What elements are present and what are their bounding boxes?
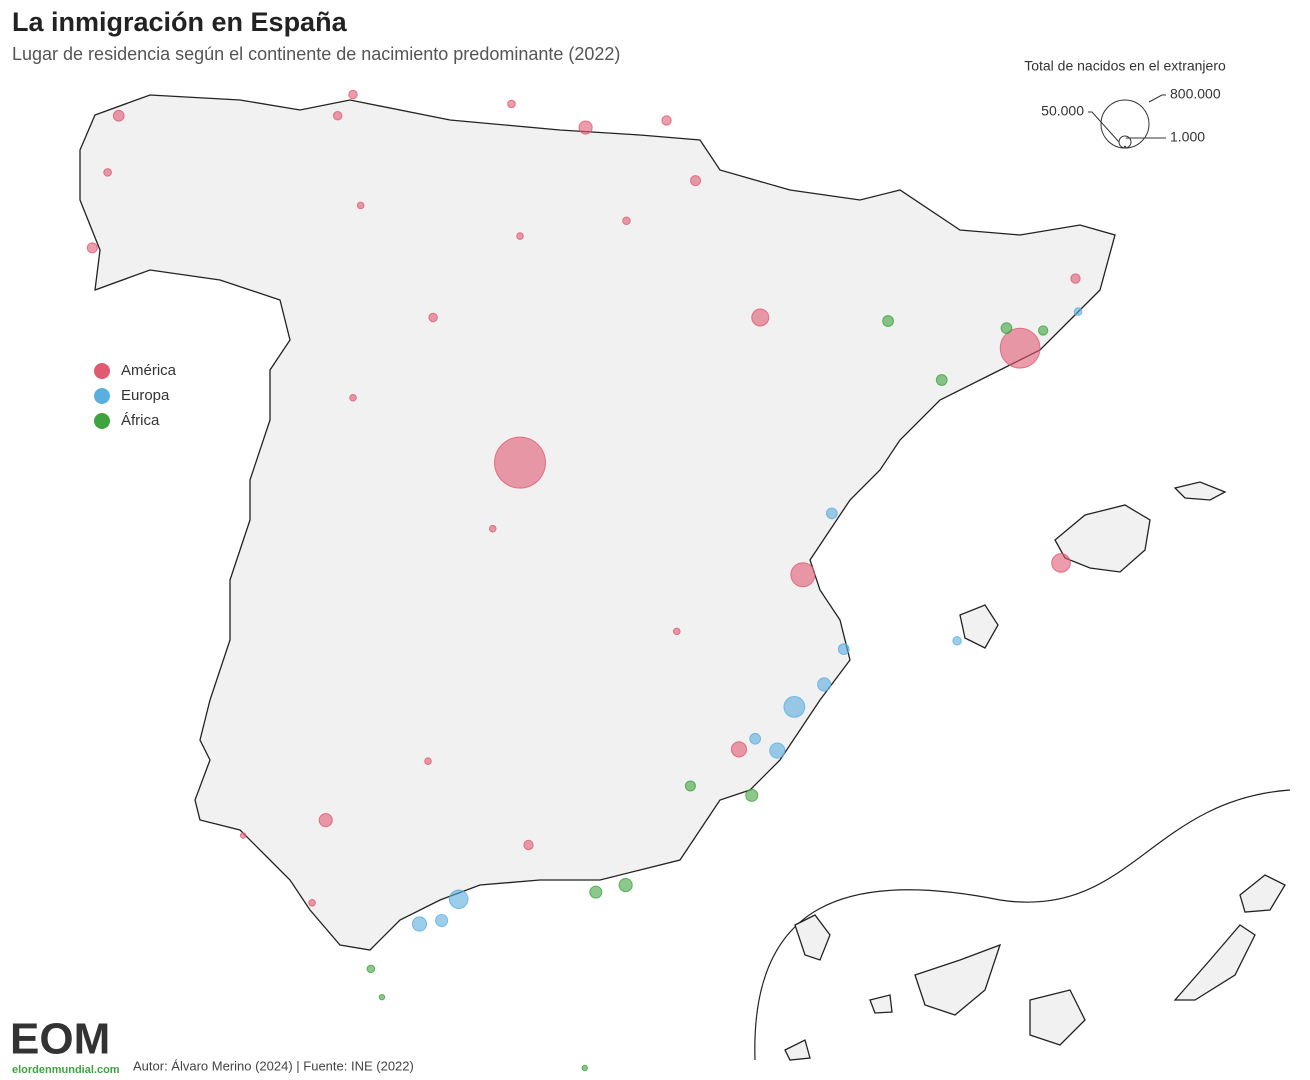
bubble [523,839,534,851]
bubble [689,175,702,187]
footer: Autor: Álvaro Merino (2024) | Fuente: IN… [133,1058,414,1073]
logo: EOM elordenmundial.com [10,1015,120,1076]
inset-frame [754,789,1291,1061]
bubble [622,216,631,226]
size-legend-leader [1148,94,1166,103]
logo-text: EOM [10,1015,110,1064]
bubble [745,788,759,802]
subtitle: Lugar de residencia según el continente … [12,44,620,64]
legend: América Europa África [94,362,177,429]
bubble [103,168,112,177]
bubble [769,742,786,759]
bubble [1051,553,1071,573]
bubble [1000,322,1013,334]
legend-label: América [121,362,177,379]
canary-island [1173,924,1256,1001]
ibiza [959,604,999,649]
bubble [494,436,546,489]
bubble [366,964,376,974]
bubble-layer [86,89,1083,1072]
bubble [348,89,358,100]
bubble [308,898,316,907]
bubble [332,110,343,121]
bubble [378,993,386,1001]
bubble [488,524,497,533]
title: La inmigración en España [12,7,348,37]
bubble [239,832,247,839]
bubble [516,232,524,240]
size-legend-label: 50.000 [1041,103,1084,119]
canary-island [1239,874,1286,913]
logo-site: elordenmundial.com [12,1064,120,1076]
canary-island [1029,989,1086,1046]
bubble [86,242,98,254]
bubble [1070,273,1081,284]
bubble [578,120,593,135]
bubble [356,201,365,210]
size-legend-leader [1088,111,1120,143]
mallorca [1054,504,1151,573]
bubble [411,916,428,932]
bubble [618,878,633,893]
bubble [730,741,748,758]
bubble [837,643,850,655]
peninsula [79,94,1116,951]
bubble [783,696,806,718]
bubble [952,636,962,646]
size-legend-circle [1100,99,1150,149]
size-legend-label: 1.000 [1170,129,1205,145]
bubble [1073,307,1083,316]
bubble [749,732,762,745]
bubble [817,677,832,692]
bubble [349,393,357,402]
menorca [1173,481,1227,501]
bubble [661,115,672,126]
legend-label: Europa [121,387,170,404]
bubble [589,885,603,899]
bubble [428,312,438,323]
bubble [684,780,696,792]
bubble [672,627,681,636]
canary-island [869,994,893,1014]
legend-swatch [94,413,110,429]
bubble [581,1064,588,1072]
bubble [1037,325,1049,336]
legend-swatch [94,388,110,404]
bubble [935,374,948,386]
legend-swatch [94,363,110,379]
size-legend-circle [1123,145,1127,149]
canary-island [914,943,1002,1016]
bubble [435,913,449,927]
canary-island [794,914,831,961]
size-legend-title: Total de nacidos en el extranjero [1024,58,1226,74]
bubble [999,327,1041,369]
bubble [882,315,894,327]
bubble [751,308,770,327]
legend-label: África [121,412,160,429]
bubble [825,507,838,520]
bubble [507,99,516,109]
bubble [318,813,333,828]
bubble [424,757,432,765]
bubble [790,562,816,588]
bubble [112,109,125,122]
canary-island [784,1039,811,1061]
size-legend-label: 800.000 [1170,86,1221,102]
bubble [448,889,469,910]
